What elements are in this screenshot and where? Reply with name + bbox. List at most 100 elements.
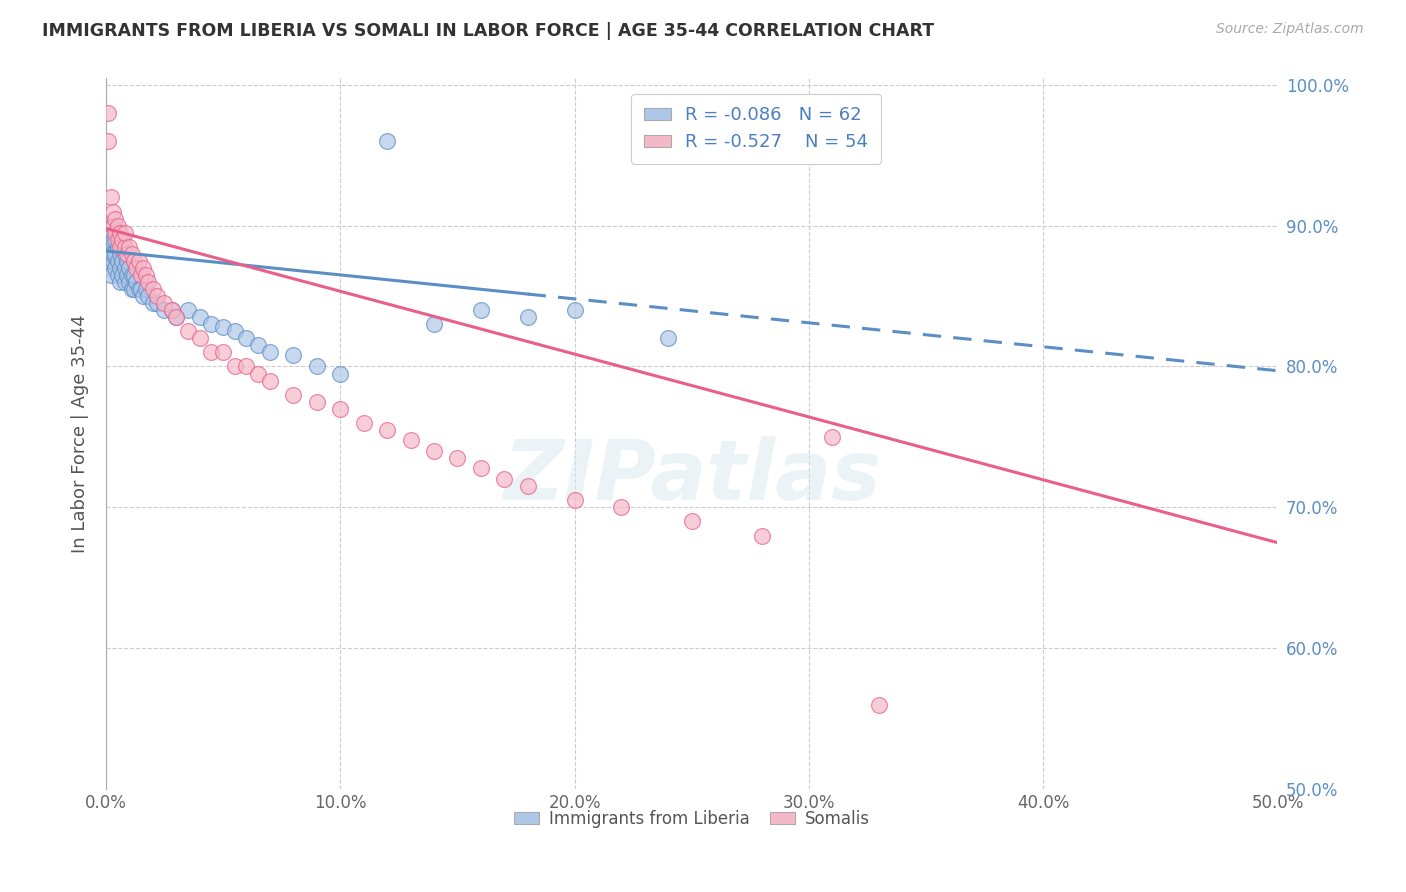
Point: [114, 275, 136, 289]
Point: [108, 246, 131, 260]
Point: [235, 331, 257, 345]
Point: [224, 324, 246, 338]
Point: [177, 324, 200, 338]
Point: [142, 296, 165, 310]
Point: [107, 233, 129, 247]
Point: [97, 253, 120, 268]
Point: [122, 268, 145, 282]
Point: [100, 268, 122, 282]
Point: [259, 345, 281, 359]
Point: [132, 260, 155, 275]
Point: [104, 233, 127, 247]
Point: [107, 240, 129, 254]
Point: [118, 260, 141, 275]
Point: [353, 416, 375, 430]
Point: [111, 240, 134, 254]
Point: [114, 240, 136, 254]
Point: [125, 260, 148, 275]
Point: [751, 528, 773, 542]
Point: [104, 211, 127, 226]
Point: [132, 289, 155, 303]
Point: [129, 268, 152, 282]
Text: IMMIGRANTS FROM LIBERIA VS SOMALI IN LABOR FORCE | AGE 35-44 CORRELATION CHART: IMMIGRANTS FROM LIBERIA VS SOMALI IN LAB…: [42, 22, 935, 40]
Point: [188, 331, 211, 345]
Point: [136, 275, 159, 289]
Point: [115, 268, 138, 282]
Point: [200, 317, 222, 331]
Point: [423, 317, 446, 331]
Point: [375, 423, 398, 437]
Point: [160, 303, 183, 318]
Point: [111, 253, 134, 268]
Point: [821, 430, 844, 444]
Point: [101, 233, 124, 247]
Point: [111, 233, 134, 247]
Point: [153, 296, 176, 310]
Y-axis label: In Labor Force | Age 35-44: In Labor Force | Age 35-44: [72, 314, 89, 553]
Point: [136, 289, 159, 303]
Point: [114, 260, 136, 275]
Point: [212, 320, 235, 334]
Point: [470, 461, 492, 475]
Point: [305, 359, 328, 374]
Point: [188, 310, 211, 325]
Point: [114, 246, 136, 260]
Point: [122, 253, 145, 268]
Point: [107, 219, 129, 233]
Point: [446, 451, 468, 466]
Point: [399, 433, 422, 447]
Point: [224, 359, 246, 374]
Point: [375, 134, 398, 148]
Legend: Immigrants from Liberia, Somalis: Immigrants from Liberia, Somalis: [508, 803, 876, 834]
Point: [235, 359, 257, 374]
Point: [115, 253, 138, 268]
Point: [97, 134, 120, 148]
Point: [153, 303, 176, 318]
Point: [114, 226, 136, 240]
Point: [121, 268, 143, 282]
Point: [146, 296, 169, 310]
Point: [118, 240, 141, 254]
Point: [101, 219, 124, 233]
Text: ZIPatlas: ZIPatlas: [503, 435, 880, 516]
Point: [516, 479, 538, 493]
Point: [100, 226, 122, 240]
Point: [118, 275, 141, 289]
Point: [115, 246, 138, 260]
Point: [494, 472, 516, 486]
Point: [681, 515, 703, 529]
Point: [329, 367, 352, 381]
Point: [142, 282, 165, 296]
Point: [305, 394, 328, 409]
Point: [247, 338, 270, 352]
Point: [101, 253, 124, 268]
Point: [129, 282, 152, 296]
Point: [101, 204, 124, 219]
Text: Source: ZipAtlas.com: Source: ZipAtlas.com: [1216, 22, 1364, 37]
Point: [107, 268, 129, 282]
Point: [135, 268, 157, 282]
Point: [200, 345, 222, 359]
Point: [108, 275, 131, 289]
Point: [247, 367, 270, 381]
Point: [128, 253, 150, 268]
Point: [259, 374, 281, 388]
Point: [283, 387, 305, 401]
Point: [516, 310, 538, 325]
Point: [470, 303, 492, 318]
Point: [104, 246, 127, 260]
Point: [657, 331, 679, 345]
Point: [868, 698, 890, 712]
Point: [125, 275, 148, 289]
Point: [107, 253, 129, 268]
Point: [121, 282, 143, 296]
Point: [177, 303, 200, 318]
Point: [108, 260, 131, 275]
Point: [108, 233, 131, 247]
Point: [212, 345, 235, 359]
Point: [101, 246, 124, 260]
Point: [97, 106, 120, 120]
Point: [160, 303, 183, 318]
Point: [165, 310, 187, 325]
Point: [108, 240, 131, 254]
